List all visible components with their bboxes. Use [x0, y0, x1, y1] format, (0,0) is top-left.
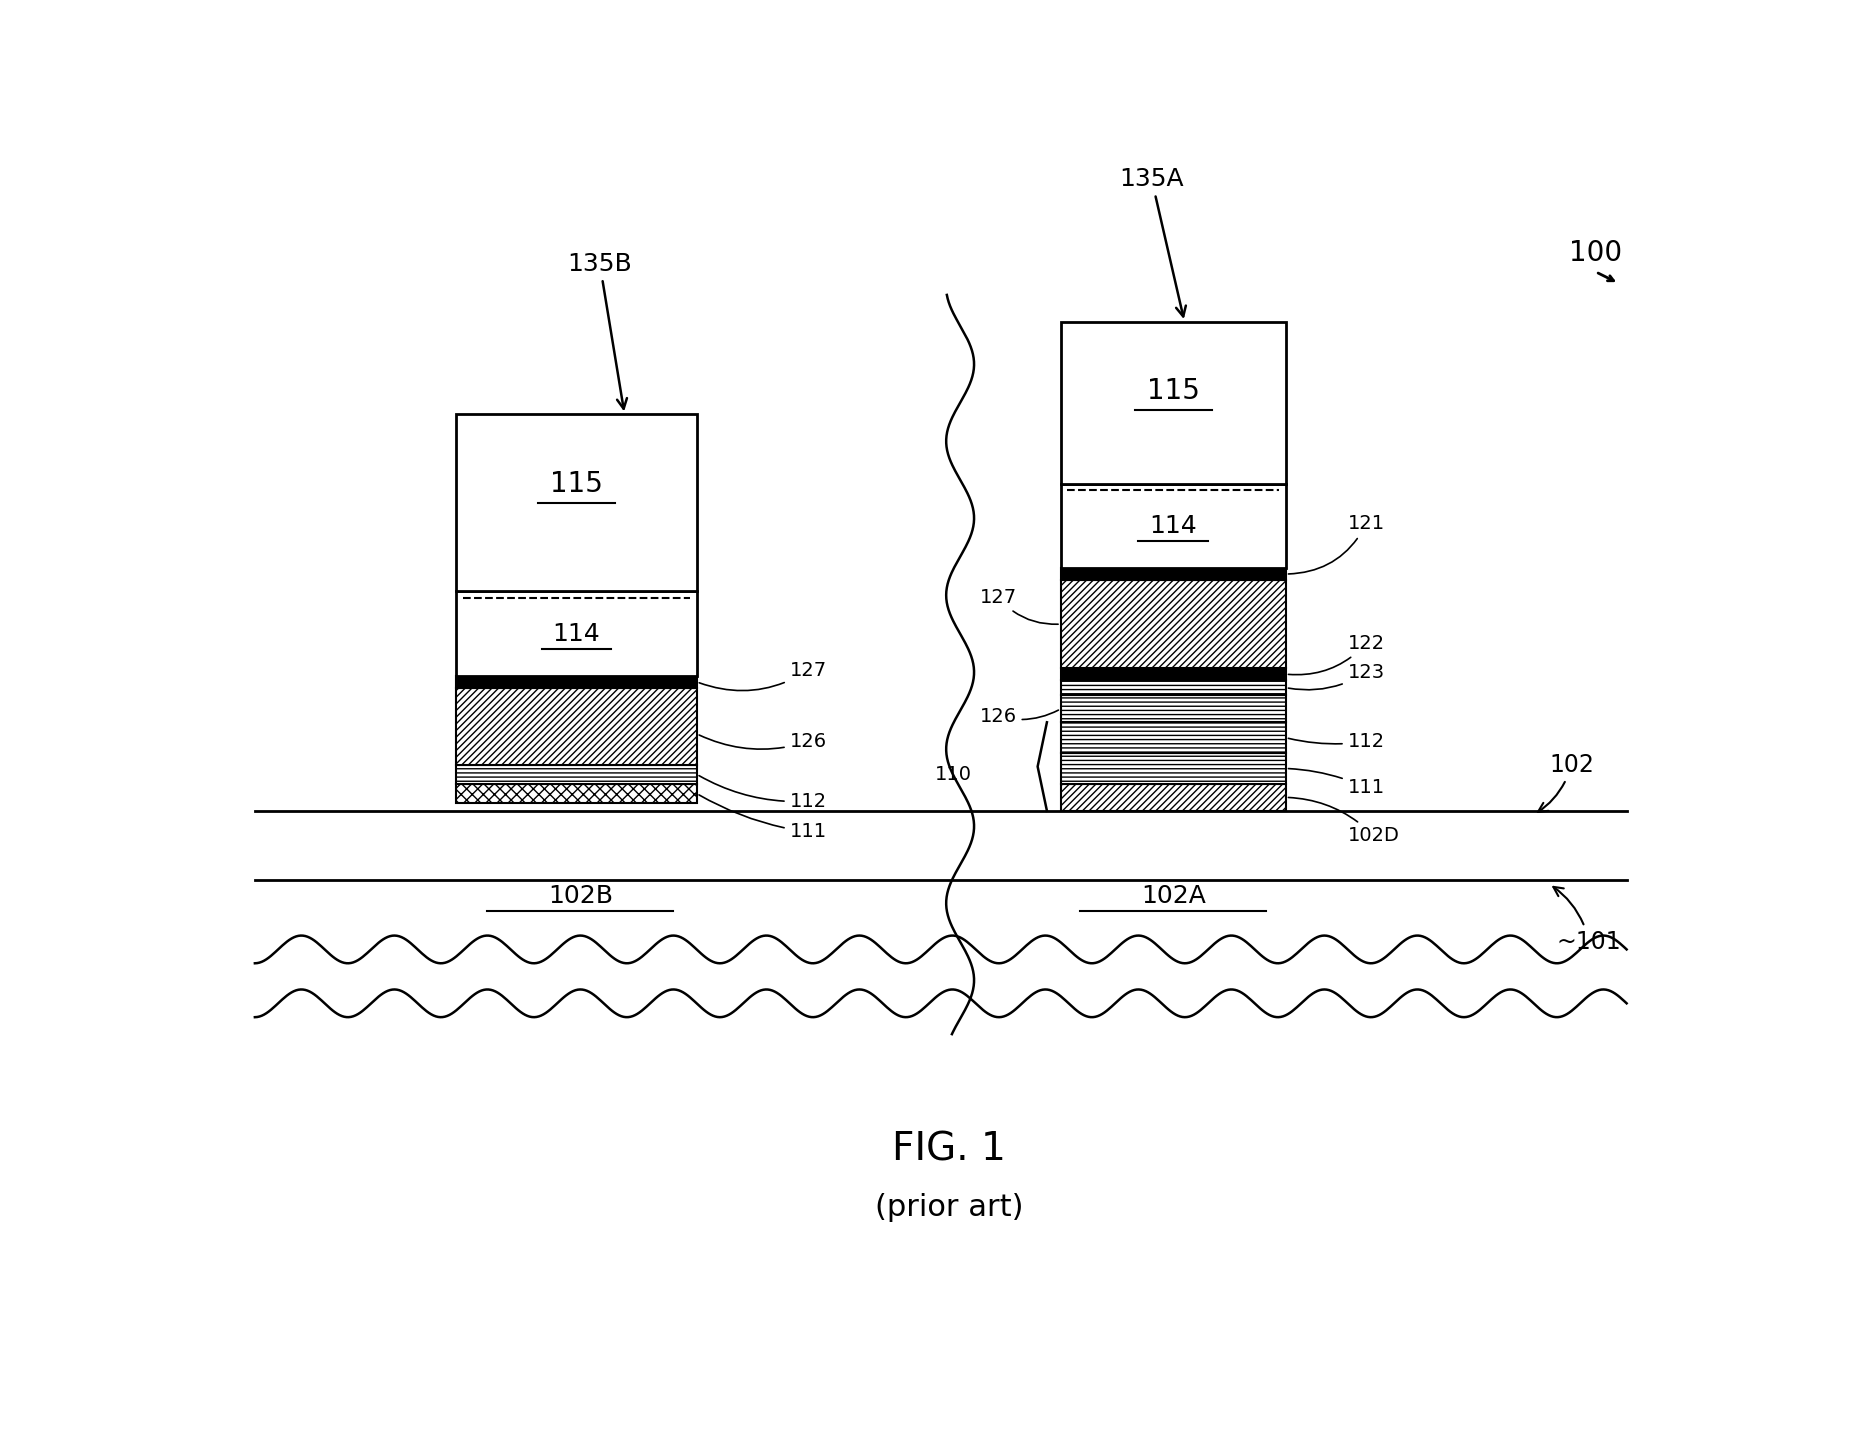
Text: 110: 110 — [934, 764, 971, 784]
Text: 112: 112 — [699, 776, 826, 811]
Text: 112: 112 — [1288, 733, 1384, 751]
Text: 135A: 135A — [1119, 167, 1186, 316]
Bar — [456, 764, 697, 784]
Text: 114: 114 — [552, 621, 600, 645]
Text: 115: 115 — [1147, 378, 1199, 405]
Bar — [1062, 680, 1286, 695]
Text: 127: 127 — [980, 588, 1058, 624]
Text: 102: 102 — [1538, 753, 1594, 811]
Text: ~101: ~101 — [1553, 887, 1621, 953]
Bar — [1062, 484, 1286, 568]
Bar — [1062, 723, 1286, 753]
Text: 102B: 102B — [548, 883, 613, 907]
Text: 126: 126 — [699, 733, 826, 751]
Bar — [456, 784, 697, 803]
Bar — [1062, 580, 1286, 668]
Text: 111: 111 — [1288, 768, 1384, 797]
Bar — [456, 675, 697, 688]
Text: 111: 111 — [699, 794, 826, 841]
Bar — [1062, 568, 1286, 580]
Text: (prior art): (prior art) — [875, 1193, 1023, 1222]
Text: 135B: 135B — [567, 252, 632, 409]
Text: 126: 126 — [980, 707, 1058, 726]
Text: 102D: 102D — [1288, 797, 1399, 846]
Bar — [1062, 695, 1286, 723]
Text: 127: 127 — [699, 661, 826, 691]
Text: 100: 100 — [1569, 239, 1621, 266]
Bar — [456, 414, 697, 591]
Bar — [1062, 753, 1286, 784]
Text: 102A: 102A — [1141, 883, 1206, 907]
Text: 115: 115 — [550, 469, 602, 498]
Bar — [1062, 322, 1286, 484]
Text: 122: 122 — [1288, 634, 1384, 674]
Bar — [1062, 668, 1286, 680]
Text: 114: 114 — [1149, 514, 1197, 538]
Bar — [1062, 784, 1286, 811]
Text: FIG. 1: FIG. 1 — [893, 1130, 1006, 1169]
Bar — [456, 688, 697, 764]
Text: 121: 121 — [1288, 515, 1384, 574]
Text: 123: 123 — [1288, 663, 1384, 690]
Bar — [456, 591, 697, 675]
